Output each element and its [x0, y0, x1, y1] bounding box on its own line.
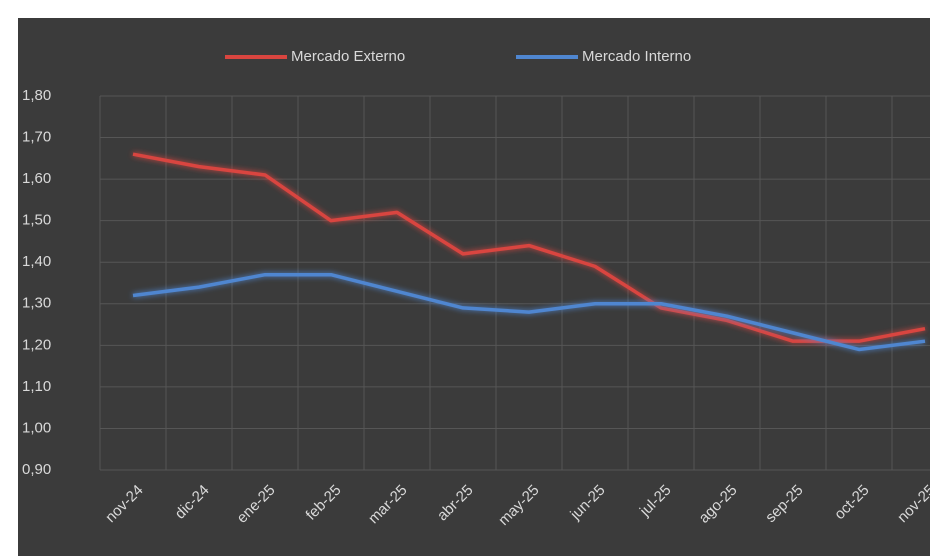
y-tick-label: 1,50: [22, 212, 51, 229]
y-tick-label: 1,00: [22, 419, 51, 436]
y-tick-label: 1,70: [22, 129, 51, 146]
y-tick-label: 0,90: [22, 461, 51, 478]
legend-label: Mercado Externo: [291, 48, 405, 65]
y-tick-label: 1,40: [22, 253, 51, 270]
chart-background: [18, 18, 930, 556]
y-tick-label: 1,60: [22, 170, 51, 187]
y-tick-label: 1,10: [22, 378, 51, 395]
series-line: [132, 272, 926, 352]
legend-label: Mercado Interno: [582, 48, 691, 65]
y-tick-label: 1,30: [22, 295, 51, 312]
y-tick-label: 1,80: [22, 87, 51, 104]
y-tick-label: 1,20: [22, 336, 51, 353]
series-line: [132, 152, 926, 343]
